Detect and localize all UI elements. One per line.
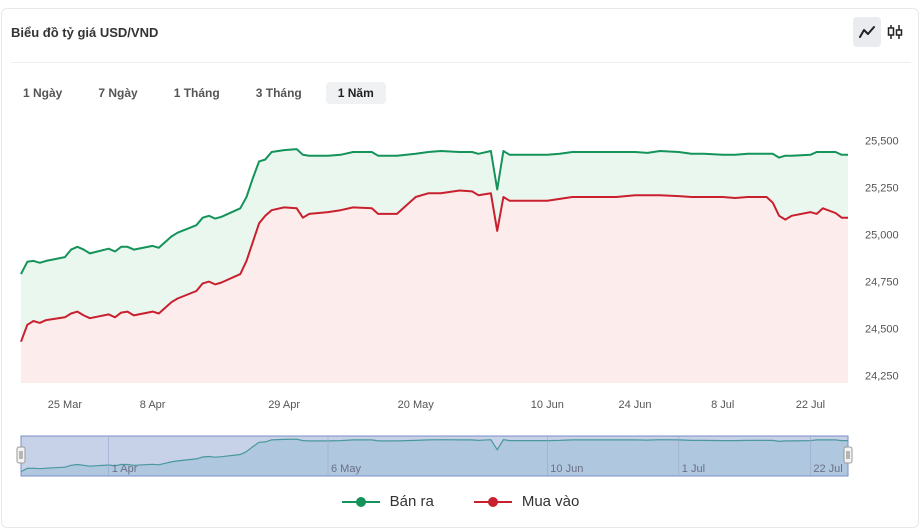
x-tick-label: 8 Apr — [140, 399, 166, 411]
x-tick-label: 24 Jun — [618, 399, 651, 411]
legend-item-mua-vao[interactable]: Mua vào — [473, 493, 580, 510]
line-chart-icon — [859, 26, 875, 38]
exchange-rate-chart: 25,500 25,250 25,000 24,750 24,500 24,250 25 … — [16, 136, 899, 477]
x-tick-label: 25 Mar — [48, 399, 83, 411]
y-tick-label: 24,500 — [865, 324, 899, 336]
navigator-tick-label: 1 Jul — [682, 463, 705, 475]
navigator-handle-right[interactable] — [843, 446, 853, 464]
navigator-area — [21, 439, 848, 476]
x-tick-label: 10 Jun — [531, 399, 564, 411]
main-plot-area — [20, 148, 848, 383]
chart-legend: Bán ra Mua vào — [0, 493, 921, 510]
y-axis: 25,500 25,250 25,000 24,750 24,500 24,250 — [865, 136, 899, 383]
y-tick-label: 25,500 — [865, 136, 899, 148]
tab-1-year[interactable]: 1 Năm — [325, 82, 386, 104]
x-tick-label: 29 Apr — [268, 399, 300, 411]
candlestick-chart-icon — [887, 25, 903, 39]
navigator-tick-label: 10 Jun — [550, 463, 583, 475]
y-tick-label: 24,750 — [865, 277, 899, 289]
legend-item-ban-ra[interactable]: Bán ra — [341, 493, 434, 510]
navigator-selection — [20, 435, 849, 477]
navigator-tick-label: 22 Jul — [813, 463, 842, 475]
range-navigator[interactable]: 1 Apr 6 May 10 Jun 1 Jul 22 Jul — [16, 435, 853, 477]
tab-7-days[interactable]: 7 Ngày — [98, 86, 138, 100]
navigator-handle-left[interactable] — [16, 446, 26, 464]
series-line-ban-ra — [20, 148, 848, 275]
handle-grip-icon — [16, 446, 26, 464]
y-tick-label: 24,250 — [865, 371, 899, 383]
tab-1-day[interactable]: 1 Ngày — [23, 86, 63, 100]
handle-grip-icon — [843, 446, 853, 464]
x-tick-label: 22 Jul — [796, 399, 825, 411]
navigator-tick-label: 6 May — [331, 463, 361, 475]
legend-label-mua-vao: Mua vào — [521, 493, 580, 510]
legend-label-ban-ra: Bán ra — [389, 493, 434, 510]
legend-swatch-ban-ra — [341, 495, 380, 509]
area-fill-mua-vao — [21, 190, 848, 383]
x-axis: 25 Mar 8 Apr 29 Apr 20 May 10 Jun 24 Jun 8 Jul… — [48, 399, 825, 411]
x-tick-label: 20 May — [398, 399, 435, 411]
series-line-mua-vao — [20, 189, 848, 343]
header-divider — [11, 62, 911, 63]
tab-1-month[interactable]: 1 Tháng — [173, 86, 220, 100]
candlestick-chart-toggle[interactable] — [881, 17, 909, 47]
navigator-tick-label: 1 Apr — [112, 463, 138, 475]
x-tick-label: 8 Jul — [711, 399, 734, 411]
legend-swatch-mua-vao — [473, 495, 512, 509]
navigator-line — [20, 438, 848, 473]
tab-3-months[interactable]: 3 Tháng — [255, 86, 302, 100]
line-chart-toggle[interactable] — [853, 17, 881, 47]
period-tabs: 1 Ngày 7 Ngày 1 Tháng 3 Tháng 1 Năm — [11, 82, 398, 104]
y-tick-label: 25,250 — [865, 183, 899, 195]
y-tick-label: 25,000 — [865, 230, 899, 242]
page-title: Biểu đồ tỷ giá USD/VND — [11, 25, 159, 40]
